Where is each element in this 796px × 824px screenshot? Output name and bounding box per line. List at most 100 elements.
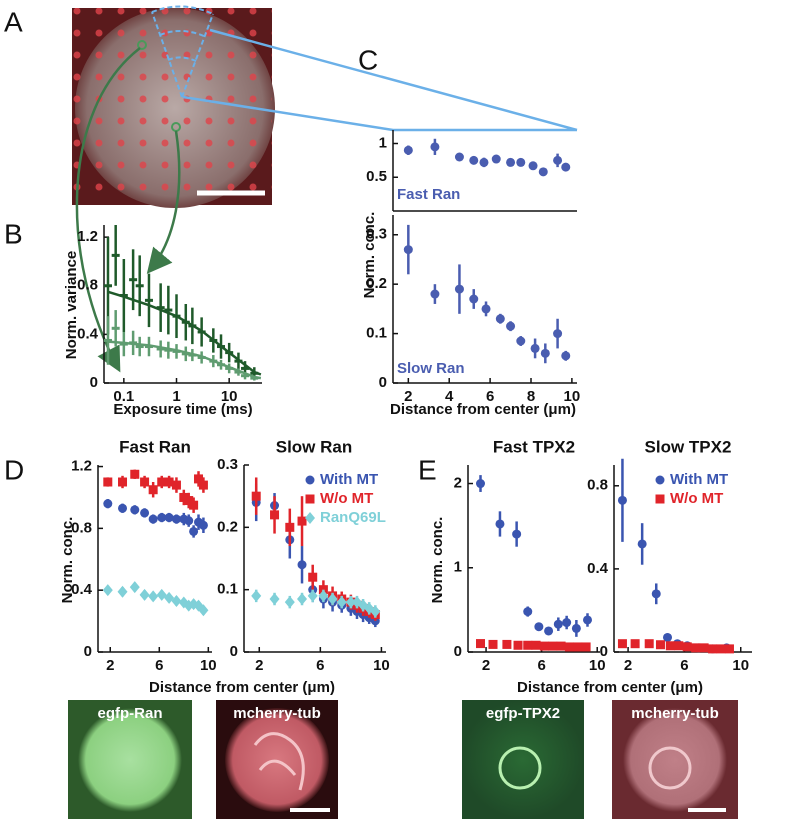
- data-point: [189, 500, 199, 510]
- annotation: Slow Ran: [397, 360, 465, 377]
- data-point: [655, 640, 665, 650]
- data-point: [297, 560, 307, 570]
- data-point: [164, 348, 173, 352]
- data-point: [130, 469, 140, 479]
- data-point: [184, 516, 194, 526]
- x-tick-label: 2: [482, 657, 490, 674]
- data-point: [479, 157, 489, 167]
- data-point: [488, 639, 498, 649]
- data-point: [148, 485, 158, 495]
- data-point: [171, 514, 181, 524]
- data-point: [327, 593, 338, 606]
- y-tick-label: 0: [230, 643, 238, 660]
- x-tick-label: 10: [732, 657, 749, 674]
- x-axis-label: Distance from center (μm): [149, 679, 335, 696]
- data-point: [708, 644, 718, 654]
- data-point: [103, 499, 113, 509]
- data-point: [140, 508, 150, 518]
- legend-label: With MT: [320, 471, 378, 488]
- data-point: [111, 326, 120, 330]
- data-point: [148, 590, 159, 603]
- data-point: [564, 642, 574, 652]
- data-point: [251, 589, 262, 602]
- data-point: [716, 644, 726, 654]
- legend-marker: [655, 475, 665, 485]
- data-point: [682, 642, 692, 652]
- data-point: [241, 366, 250, 370]
- x-tick-label: 10: [589, 657, 606, 674]
- data-point: [117, 585, 128, 598]
- panel-label: E: [418, 454, 437, 485]
- x-tick-label: 4: [445, 388, 454, 405]
- legend-marker: [305, 475, 315, 485]
- y-tick-label: 0.2: [217, 518, 238, 535]
- data-point: [156, 347, 165, 351]
- data-point: [553, 619, 563, 629]
- data-point: [540, 348, 550, 358]
- y-tick-label: 0: [454, 643, 462, 660]
- micrograph-a: [72, 5, 275, 208]
- data-point: [582, 615, 592, 625]
- data-point: [181, 352, 190, 356]
- data-point: [164, 308, 173, 312]
- x-tick-label: 10: [373, 657, 390, 674]
- data-point: [637, 539, 647, 549]
- y-tick-label: 0: [379, 374, 387, 391]
- x-axis-label: Distance from center (μm): [517, 679, 703, 696]
- panel-label: D: [4, 454, 24, 485]
- x-axis-label: Exposure time (ms): [113, 401, 252, 418]
- y-axis-label: Norm. conc.: [361, 212, 378, 299]
- data-point: [663, 632, 673, 642]
- x-tick-label: 6: [537, 657, 545, 674]
- y-tick-label: 1.2: [71, 458, 92, 475]
- data-point: [179, 492, 189, 502]
- legend-label: RanQ69L: [320, 509, 386, 526]
- data-point: [102, 584, 113, 597]
- y-tick-label: 0.4: [71, 581, 93, 598]
- x-tick-label: 2: [255, 657, 263, 674]
- data-point: [513, 640, 523, 650]
- data-point: [184, 496, 194, 506]
- data-point: [241, 374, 250, 378]
- data-point: [495, 519, 505, 529]
- data-point: [573, 642, 583, 652]
- data-point: [691, 643, 701, 653]
- zoom-line: [182, 28, 578, 132]
- x-tick-label: 6: [680, 657, 688, 674]
- data-point: [103, 338, 112, 342]
- y-tick-label: 0.8: [587, 477, 608, 494]
- legend-marker: [655, 494, 665, 504]
- x-tick-label: 2: [106, 657, 114, 674]
- data-point: [118, 477, 128, 487]
- x-tick-label: 2: [624, 657, 632, 674]
- data-point: [539, 641, 549, 651]
- x-tick-label: 10: [200, 657, 217, 674]
- data-point: [103, 477, 113, 487]
- data-point: [516, 157, 526, 167]
- data-point: [111, 253, 120, 257]
- data-point: [171, 595, 182, 607]
- data-point: [476, 639, 486, 649]
- data-point: [171, 480, 181, 490]
- arrow: [75, 47, 141, 373]
- y-tick-label: 0.3: [217, 456, 238, 473]
- data-point: [699, 643, 709, 653]
- image-label: mcherry-tub: [631, 705, 719, 722]
- data-point: [491, 154, 501, 164]
- data-point: [561, 351, 571, 361]
- panel-label: C: [358, 44, 378, 75]
- data-point: [617, 495, 627, 505]
- data-point: [269, 593, 280, 606]
- arrow: [146, 130, 181, 274]
- y-tick-label: 0.8: [71, 519, 92, 536]
- data-point: [198, 604, 209, 617]
- data-point: [251, 491, 261, 501]
- data-point: [198, 520, 208, 530]
- y-tick-label: 0.4: [77, 325, 99, 342]
- data-point: [430, 289, 440, 299]
- data-point: [506, 321, 516, 331]
- y-tick-label: 1.2: [77, 228, 98, 245]
- data-point: [523, 607, 533, 617]
- data-point: [194, 474, 204, 484]
